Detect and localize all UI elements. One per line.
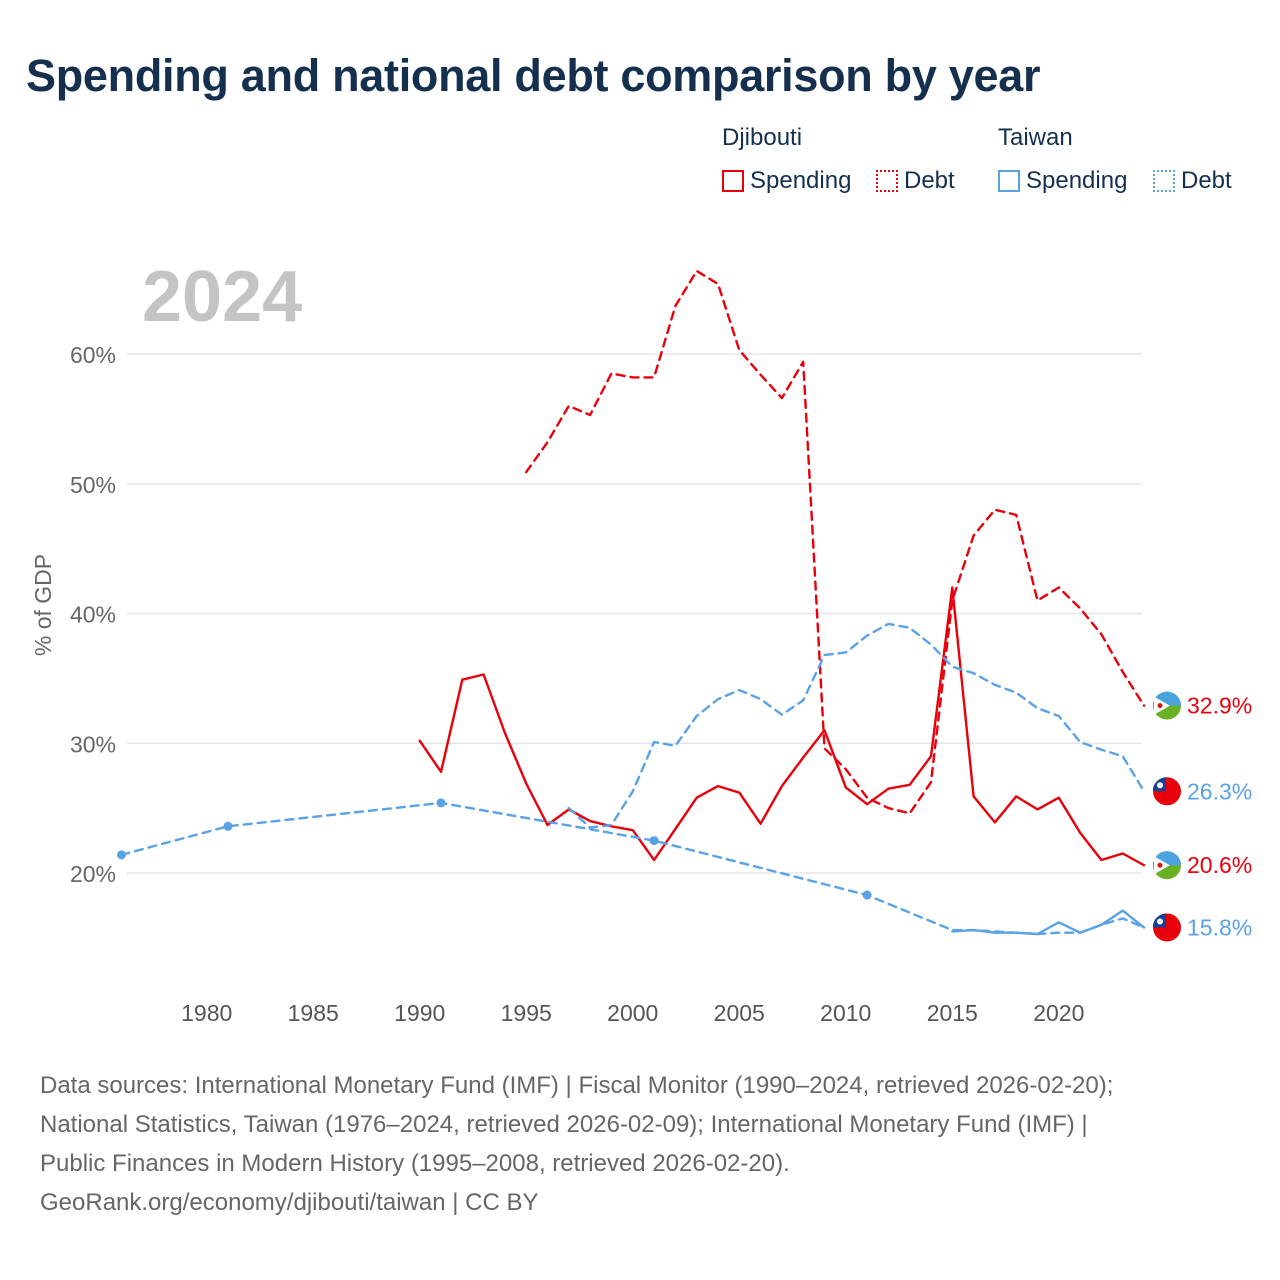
legend-taiwan-debt[interactable]: Debt <box>1153 166 1232 196</box>
legend-swatch-solid <box>998 170 1020 192</box>
y-tick-label: 60% <box>70 342 116 368</box>
djibouti-flag-icon <box>1153 691 1181 720</box>
x-tick-label: 1985 <box>288 1000 339 1026</box>
taiwan-flag-icon <box>1153 777 1181 806</box>
end-value-label: 32.9% <box>1187 693 1252 719</box>
y-tick-label: 30% <box>70 731 116 757</box>
legend-swatch-dotted <box>876 170 898 192</box>
source-line: Data sources: International Monetary Fun… <box>40 1072 1114 1099</box>
x-tick-label: 2020 <box>1033 1000 1084 1026</box>
x-tick-label: 1980 <box>181 1000 232 1026</box>
end-value-label: 20.6% <box>1187 852 1252 878</box>
legend-taiwan-spending[interactable]: Spending <box>998 166 1127 196</box>
data-point[interactable] <box>223 821 233 831</box>
legend-swatch-solid <box>722 170 744 192</box>
page-title: Spending and national debt comparison by… <box>26 50 1041 101</box>
series-line-djibouti-spending[interactable] <box>418 586 1146 867</box>
year-display: 2024 <box>142 257 303 337</box>
source-line: National Statistics, Taiwan (1976–2024, … <box>40 1111 1088 1138</box>
legend-djibouti-spending[interactable]: Spending <box>722 166 851 196</box>
legend-country-djibouti: Djibouti <box>722 124 803 151</box>
source-notes: Data sources: International Monetary Fun… <box>40 1066 1250 1222</box>
data-point[interactable] <box>436 798 446 808</box>
y-tick-label: 50% <box>70 472 116 498</box>
x-tick-label: 2015 <box>927 1000 978 1026</box>
legend-label: Spending <box>750 167 852 194</box>
x-tick-label: 2005 <box>714 1000 765 1026</box>
x-tick-label: 2010 <box>820 1000 871 1026</box>
attribution-line[interactable]: GeoRank.org/economy/djibouti/taiwan | CC… <box>40 1189 539 1216</box>
data-point[interactable] <box>117 850 126 860</box>
end-value-label: 26.3% <box>1187 778 1252 804</box>
end-value-label: 15.8% <box>1187 914 1252 940</box>
x-tick-label: 1990 <box>394 1000 445 1026</box>
y-tick-label: 20% <box>70 861 116 887</box>
series-line-taiwan-debt[interactable] <box>120 801 1146 936</box>
legend-label: Debt <box>904 167 955 194</box>
data-point[interactable] <box>862 890 872 900</box>
taiwan-flag-icon <box>1153 913 1181 942</box>
y-axis-label: % of GDP <box>30 554 56 656</box>
legend-label: Spending <box>1026 167 1128 194</box>
x-tick-label: 2000 <box>607 1000 658 1026</box>
legend-label: Debt <box>1181 167 1232 194</box>
source-line: Public Finances in Modern History (1995–… <box>40 1150 790 1177</box>
djibouti-flag-icon <box>1153 851 1181 880</box>
line-chart: 20% 30% 40% 50% 60% 1980 1985 1990 1995 2000 2005 2… <box>30 269 1252 1026</box>
y-tick-label: 40% <box>70 602 116 628</box>
legend-djibouti-debt[interactable]: Debt <box>876 166 955 196</box>
series-line-taiwan-debt-imf-[interactable] <box>567 622 1146 829</box>
data-point[interactable] <box>649 836 659 846</box>
x-tick-label: 1995 <box>501 1000 552 1026</box>
series-line-djibouti-debt[interactable] <box>525 269 1146 815</box>
legend-country-taiwan: Taiwan <box>998 124 1073 151</box>
legend-swatch-dotted <box>1153 170 1175 192</box>
